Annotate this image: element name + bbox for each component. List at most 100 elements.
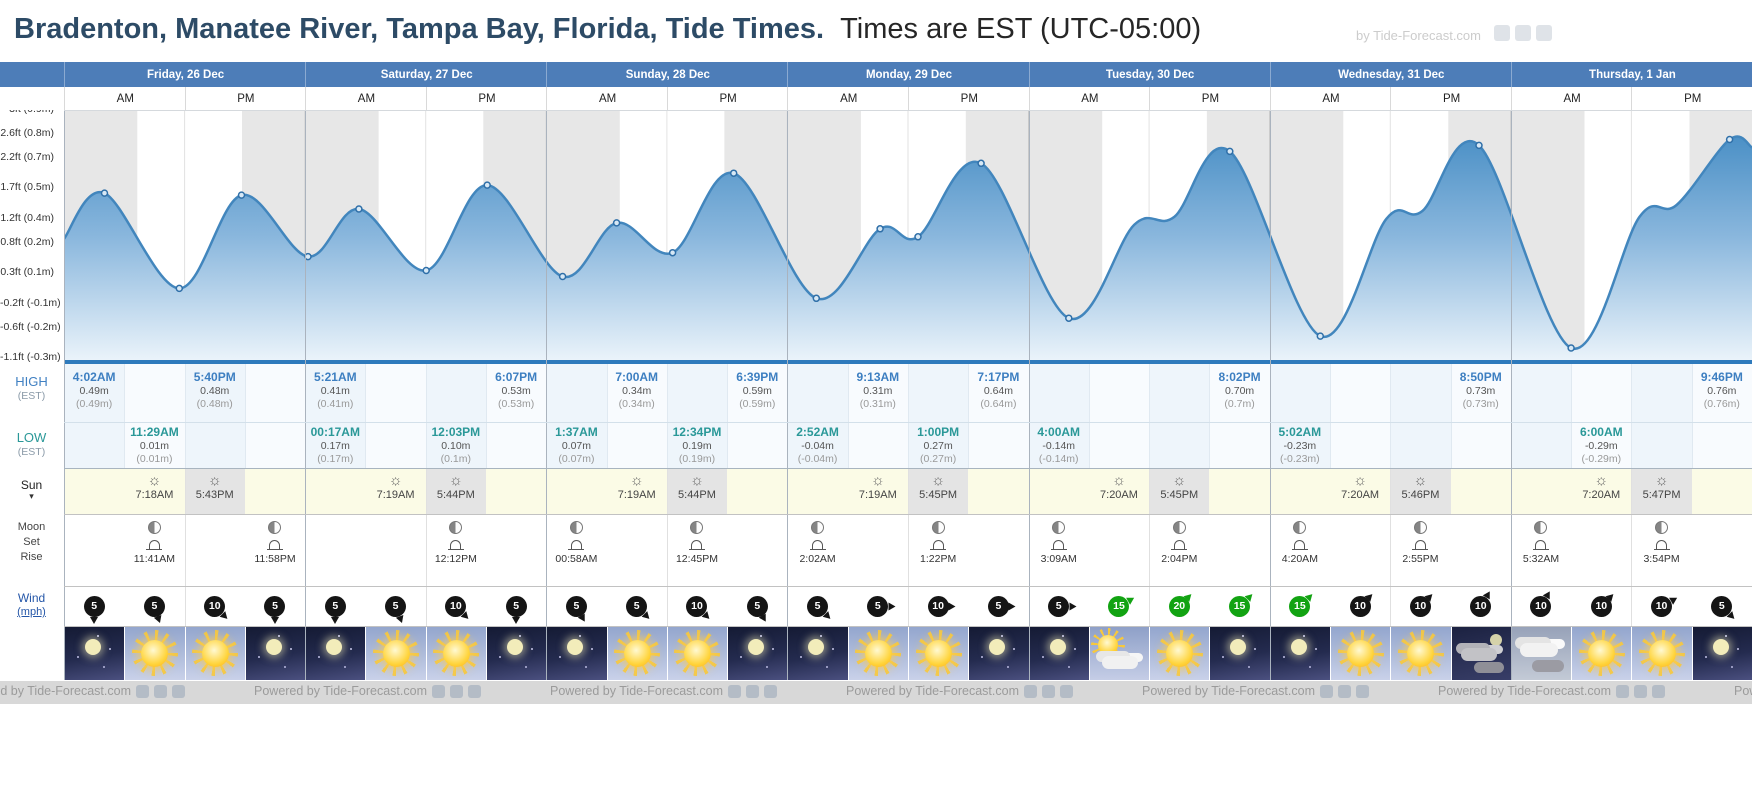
moonset-rise-icon — [1171, 540, 1188, 550]
sun-icon — [201, 639, 229, 667]
footer-badge-icon[interactable] — [1652, 684, 1665, 698]
moon-icon — [85, 639, 101, 655]
footer-badge-icon[interactable] — [1320, 684, 1333, 698]
tide-time: 5:40PM — [193, 370, 236, 384]
wind-cell: 15 — [1209, 586, 1269, 626]
wind-direction-arrow — [1542, 588, 1554, 599]
moon-row-label: Moon Set Rise — [0, 520, 63, 565]
tide-time: 1:00PM — [917, 425, 960, 439]
footer-powered-text: Powered by Tide-Forecast.com — [550, 684, 723, 698]
moon-icon — [1489, 634, 1502, 646]
sunrise-icon — [848, 473, 908, 488]
day-header: Monday, 29 Dec — [787, 62, 1030, 87]
app-badge-icon[interactable] — [1494, 25, 1510, 41]
moonset-rise-icon — [930, 540, 947, 550]
day-header: Sunday, 28 Dec — [546, 62, 789, 87]
footer-powered-by: Powered by Tide-Forecast.com — [1438, 684, 1665, 698]
footer-powered-by: Powered by Tide-Forecast.com — [550, 684, 777, 698]
row-separator — [64, 514, 1752, 515]
footer-badge-icon[interactable] — [1024, 684, 1037, 698]
weather-cell-sun — [125, 626, 185, 680]
wind-direction-arrow — [219, 610, 230, 622]
footer-badge-icon[interactable] — [1338, 684, 1351, 698]
footer-badge-icon[interactable] — [1616, 684, 1629, 698]
row-separator — [64, 422, 1752, 423]
tide-height-m: -0.23m — [1283, 440, 1317, 452]
wind-direction-arrow — [1244, 590, 1255, 602]
sunset-icon — [1390, 473, 1450, 488]
halfday-separator — [426, 468, 427, 626]
wind-speed-value: 5 — [272, 600, 278, 612]
wind-speed-badge: 10 — [1590, 590, 1617, 617]
footer-badge-icon[interactable] — [1060, 684, 1073, 698]
tide-height-m: 0.34m — [622, 385, 652, 397]
sunset-cell: 5:44PM — [426, 468, 486, 514]
stars-icon — [820, 635, 823, 637]
sun-expander-icon[interactable] — [0, 492, 63, 501]
footer-badge-icon[interactable] — [728, 684, 741, 698]
weather-cell-moon — [1692, 626, 1752, 680]
wind-speed-badge: 5 — [1711, 595, 1738, 622]
footer-badge-icon[interactable] — [136, 684, 149, 698]
wind-unit-link[interactable]: (mph) — [17, 606, 46, 618]
sun-icon — [1648, 639, 1676, 667]
moon-time: 3:09AM — [1040, 553, 1077, 565]
sunrise-cell: 7:19AM — [607, 468, 667, 514]
tide-extreme-marker — [483, 181, 491, 189]
wind-speed-badge: 5 — [143, 595, 165, 624]
weather-cell-moon — [245, 626, 306, 680]
wind-row-label: Wind (mph) — [0, 591, 63, 619]
tide-height-m: 0.07m — [561, 440, 592, 452]
wind-speed-value: 5 — [874, 600, 881, 612]
tide-height-m: 0.10m — [441, 440, 471, 452]
tide-height-paren: (0.73m) — [1462, 398, 1499, 410]
high-tide-event: 6:07PM 0.53m (0.53m) — [486, 364, 546, 422]
translate-badge-icon[interactable] — [1515, 25, 1531, 41]
weather-cell-moon — [487, 626, 547, 680]
footer-badge-icon[interactable] — [154, 684, 167, 698]
low-cell — [1149, 422, 1211, 468]
wind-speed-badge: 5 — [264, 595, 286, 624]
moonset-rise-icon — [568, 540, 585, 550]
footer-badge-icon[interactable] — [172, 684, 185, 698]
tide-extreme-marker — [558, 272, 567, 281]
wind-cell: 5 — [1029, 586, 1089, 626]
footer-badge-icon[interactable] — [450, 684, 463, 698]
wind-cell: 5 — [546, 586, 606, 626]
footer-badge-icon[interactable] — [1042, 684, 1055, 698]
wind-cell: 5 — [1692, 586, 1752, 626]
tide-chart — [62, 110, 1752, 360]
footer-badge-icon[interactable] — [1356, 684, 1369, 698]
sun-icon — [623, 639, 651, 667]
wind-speed-badge: 10 — [445, 595, 472, 622]
weather-cell-sun — [185, 626, 245, 680]
tide-height-m: 0.53m — [501, 385, 531, 397]
footer-badge-icon[interactable] — [468, 684, 481, 698]
moon-icon — [989, 639, 1006, 655]
tide-time: 12:34PM — [672, 425, 722, 439]
wind-cell: 5 — [124, 586, 184, 626]
tide-time: 11:29AM — [130, 425, 179, 439]
wind-cell: 10 — [185, 586, 245, 626]
wind-direction-arrow — [395, 614, 406, 624]
wind-speed-value: 5 — [814, 600, 821, 612]
tide-height-paren: (-0.14m) — [1038, 453, 1079, 465]
ampm-cell: PM — [1631, 87, 1752, 110]
wind-cell: 5 — [848, 586, 908, 626]
sun-icon — [1407, 639, 1435, 667]
day-separator — [787, 110, 788, 680]
footer-badge-icon[interactable] — [1634, 684, 1647, 698]
tide-extreme-marker — [1226, 147, 1234, 156]
footer-badge-icon[interactable] — [746, 684, 759, 698]
footer-badge-icon[interactable] — [764, 684, 777, 698]
tide-height-paren: (0.01m) — [136, 453, 173, 465]
footer-powered-by: Powered by Tide-Forecast.com — [846, 684, 1073, 698]
share-badge-icon[interactable] — [1536, 25, 1552, 41]
y-axis-label: -1.1ft (-0.3m) — [0, 350, 61, 363]
wind-speed-value: 5 — [633, 600, 640, 612]
y-axis-label: -0.6ft (-0.2m) — [0, 320, 61, 333]
high-cell — [968, 364, 1030, 422]
cloud-icon — [1460, 648, 1497, 661]
halfday-separator — [1390, 468, 1391, 626]
footer-badge-icon[interactable] — [432, 684, 445, 698]
